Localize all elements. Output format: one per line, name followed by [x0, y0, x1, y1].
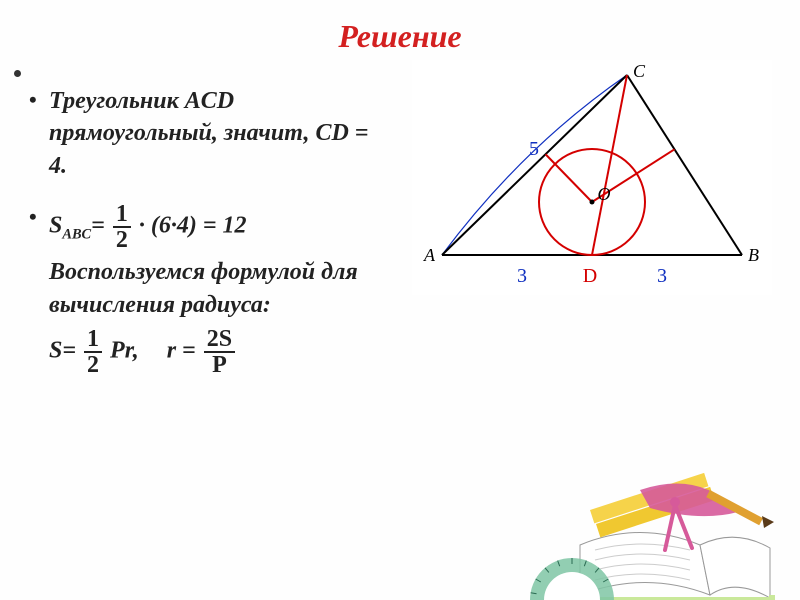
bullet-2: SABC= 12 · (6·4) = 12 Воспользуемся форм…	[25, 202, 375, 377]
bullet-1: Треугольник ACD прямоугольный, значит, C…	[25, 85, 375, 182]
triangle-diagram: A B C 5 3 3 D O	[412, 60, 772, 295]
svg-text:3: 3	[657, 265, 667, 287]
text-content: Треугольник ACD прямоугольный, значит, C…	[25, 85, 375, 397]
svg-text:5: 5	[529, 138, 539, 160]
fraction-half-2: 12	[84, 327, 102, 377]
formula-r: r =	[167, 337, 202, 363]
fraction-2s-p: 2SP	[204, 327, 235, 377]
svg-text:B: B	[748, 245, 759, 265]
eq-sign: =	[91, 213, 111, 239]
formula-line: S= 12 Pr, r = 2SP	[49, 327, 375, 377]
svg-text:O: O	[598, 184, 611, 204]
fraction-half: 12	[113, 202, 131, 252]
svg-text:D: D	[583, 265, 597, 287]
svg-text:C: C	[633, 61, 646, 81]
svg-text:A: A	[423, 245, 436, 265]
tools-illustration	[500, 450, 780, 600]
svg-text:3: 3	[517, 265, 527, 287]
formula-S-tail: Pr,	[104, 337, 139, 363]
area-calc: · (6·4) = 12	[133, 213, 247, 239]
bullet-2-tail: Воспользуемся формулой для вычисления ра…	[49, 256, 375, 321]
area-subscript: ABC	[62, 226, 91, 242]
slide-title: Решение	[0, 0, 800, 55]
top-bullet-dot	[14, 70, 21, 77]
formula-S: S=	[49, 337, 82, 363]
area-symbol: S	[49, 213, 62, 239]
